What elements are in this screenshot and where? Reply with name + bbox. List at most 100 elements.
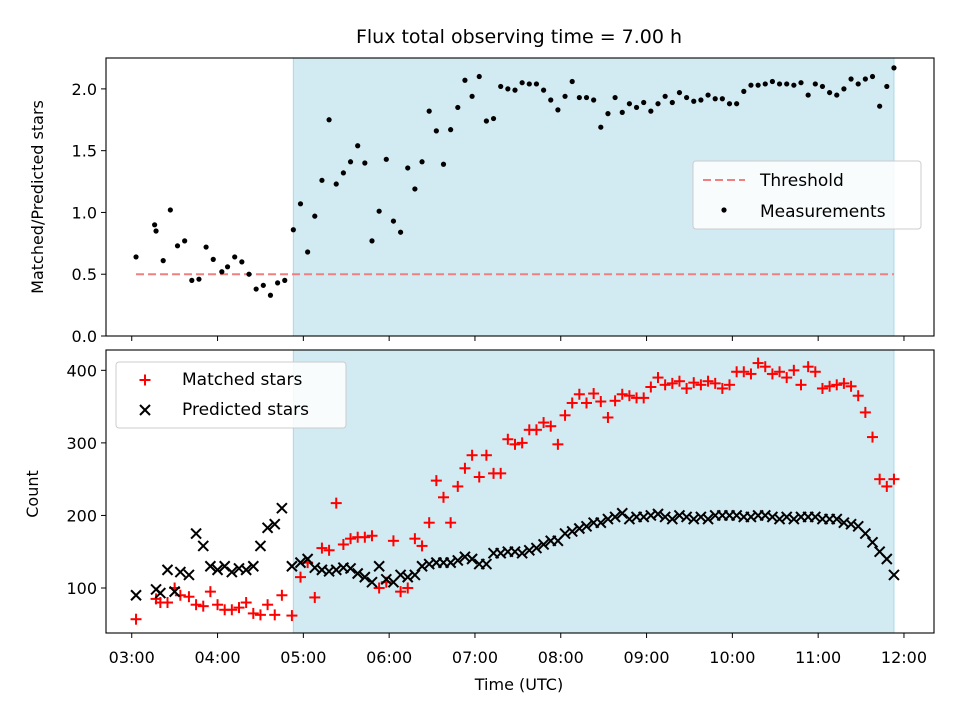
measurement-point xyxy=(719,96,725,102)
predicted-star-point xyxy=(344,562,357,575)
predicted-star-point xyxy=(204,560,217,572)
legend-predicted-label: Predicted stars xyxy=(182,400,309,420)
predicted-star-point xyxy=(537,538,550,551)
measurement-point xyxy=(548,97,554,103)
predicted-star-point xyxy=(452,554,464,567)
predicted-star-point xyxy=(366,576,378,588)
matched-star-point xyxy=(437,491,449,503)
measurement-point xyxy=(619,109,625,115)
measurement-point xyxy=(655,101,661,107)
matched-star-point xyxy=(212,599,224,611)
measurement-point xyxy=(462,77,468,83)
matched-star-point xyxy=(609,395,621,407)
measurement-point xyxy=(505,86,511,92)
top-measurements xyxy=(133,65,897,298)
predicted-star-point xyxy=(154,587,167,599)
matched-star-point xyxy=(752,357,764,369)
predicted-star-point xyxy=(380,573,392,586)
bottom-predicted-stars xyxy=(130,502,900,601)
legend-measurements-swatch xyxy=(721,207,727,213)
bottom-y-tick-label: 100 xyxy=(66,579,97,598)
measurement-point xyxy=(884,83,890,90)
predicted-star-point xyxy=(394,569,407,581)
predicted-star-point xyxy=(845,518,857,530)
bottom-panel: 100 200 300 400 03:00 04:00 05:00 06:00 07:00 08… xyxy=(23,349,935,694)
measurement-point xyxy=(152,222,158,228)
measurement-point xyxy=(160,258,166,264)
matched-star-point xyxy=(452,480,464,492)
measurement-point xyxy=(397,229,404,235)
predicted-star-point xyxy=(623,513,636,525)
matched-star-point xyxy=(330,497,342,509)
matched-star-point xyxy=(387,535,399,547)
measurement-point xyxy=(591,97,597,103)
matched-star-point xyxy=(502,433,514,445)
bottom-y-label: Count xyxy=(23,470,42,518)
measurement-point xyxy=(676,89,683,96)
predicted-star-point xyxy=(286,560,298,572)
matched-star-point xyxy=(573,388,585,400)
matched-star-point xyxy=(602,411,614,423)
predicted-star-point xyxy=(780,511,793,523)
measurement-point xyxy=(791,82,797,88)
x-tick-label: 12:00 xyxy=(881,648,927,667)
predicted-star-point xyxy=(330,564,342,576)
matched-star-point xyxy=(445,517,457,529)
predicted-star-point xyxy=(402,571,414,583)
matched-star-point xyxy=(530,424,542,436)
top-y-tick-label: 1.0 xyxy=(72,203,97,222)
matched-star-point xyxy=(345,533,357,545)
top-legend: Threshold Measurements xyxy=(692,160,922,230)
predicted-star-point xyxy=(301,553,314,565)
x-tick-label: 05:00 xyxy=(280,648,326,667)
measurement-point xyxy=(827,89,833,96)
measurement-point xyxy=(798,80,804,86)
measurement-point xyxy=(569,78,575,85)
measurement-point xyxy=(877,103,883,109)
matched-star-point xyxy=(795,379,807,391)
matched-star-point xyxy=(781,372,793,384)
bottom-x-axis: 03:00 04:00 05:00 06:00 07:00 08:00 09:00 10:00… xyxy=(109,633,927,667)
matched-star-point xyxy=(659,379,671,391)
measurement-point xyxy=(741,88,747,94)
bottom-y-tick-label: 200 xyxy=(66,506,97,525)
measurement-point xyxy=(762,81,768,87)
predicted-star-point xyxy=(680,511,693,523)
measurement-point xyxy=(776,81,783,87)
predicted-star-point xyxy=(459,551,471,563)
predicted-star-point xyxy=(247,560,260,572)
matched-star-point xyxy=(774,366,786,378)
measurement-point xyxy=(253,286,259,292)
measurement-point xyxy=(705,92,711,98)
matched-star-point xyxy=(645,381,657,393)
measurement-point xyxy=(662,93,668,99)
bottom-y-tick-label: 400 xyxy=(66,361,97,380)
matched-star-point xyxy=(695,379,707,391)
legend-measurements-label: Measurements xyxy=(760,202,886,222)
predicted-star-point xyxy=(666,513,679,525)
x-tick-label: 10:00 xyxy=(709,648,755,667)
measurement-point xyxy=(734,101,740,107)
matched-star-point xyxy=(174,589,186,601)
x-tick-label: 08:00 xyxy=(538,648,584,667)
measurement-point xyxy=(519,80,525,86)
matched-star-point xyxy=(838,377,850,389)
x-tick-label: 03:00 xyxy=(109,648,155,667)
measurement-point xyxy=(297,201,304,207)
measurement-point xyxy=(483,118,489,124)
legend-matched-swatch xyxy=(139,374,151,386)
measurement-point xyxy=(203,244,209,250)
matched-star-point xyxy=(337,538,349,550)
measurement-point xyxy=(562,93,568,99)
predicted-star-point xyxy=(788,513,800,525)
matched-star-point xyxy=(161,597,173,609)
matched-star-point xyxy=(204,586,216,598)
predicted-star-point xyxy=(190,527,202,540)
measurement-point xyxy=(598,124,604,130)
measurement-point xyxy=(440,161,447,167)
measurement-point xyxy=(312,213,318,219)
measurement-point xyxy=(196,276,202,282)
measurement-point xyxy=(419,159,425,165)
matched-star-point xyxy=(309,591,321,603)
matched-star-point xyxy=(788,364,800,376)
